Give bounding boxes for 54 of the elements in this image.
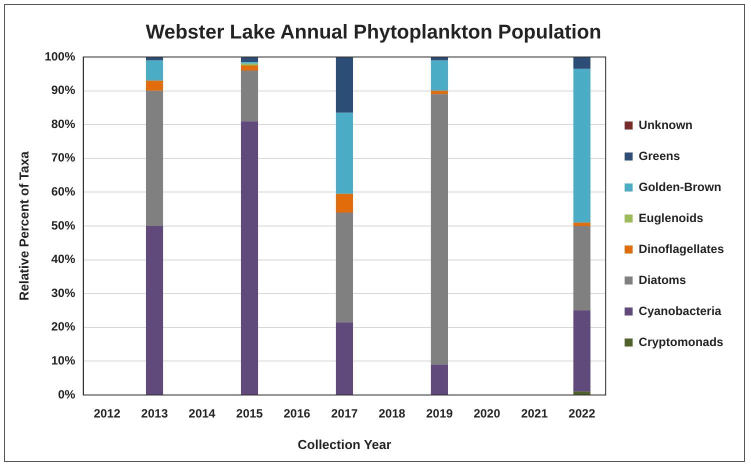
bar — [240, 70, 258, 122]
bar — [573, 68, 590, 223]
x-axis-title: Collection Year — [298, 436, 392, 452]
x-tick-label: 2015 — [236, 406, 264, 421]
y-tick-label: 80% — [51, 116, 76, 131]
y-tick-label: 0% — [58, 387, 76, 402]
bar — [146, 60, 164, 81]
x-tick-label: 2020 — [474, 406, 501, 421]
y-tick-label: 90% — [51, 83, 76, 98]
y-tick-label: 40% — [51, 252, 76, 266]
y-axis-title: Relative Percent of Taxa — [16, 150, 32, 301]
y-tick-label: 30% — [51, 286, 76, 300]
bar — [336, 212, 354, 322]
bar — [336, 322, 354, 394]
bar — [336, 112, 354, 194]
bar — [573, 392, 590, 394]
y-tick-label: 20% — [51, 320, 76, 334]
bar — [336, 194, 354, 212]
bar — [146, 80, 164, 91]
bar — [240, 121, 258, 394]
legend-label: Unknown — [638, 118, 693, 132]
chart-title: Webster Lake Annual Phytoplankton Population — [146, 22, 602, 44]
x-tick-label: 2016 — [284, 406, 311, 421]
x-tick-label: 2013 — [141, 406, 168, 421]
legend-label: Dinoflagellates — [638, 242, 724, 256]
legend-label: Euglenoids — [638, 210, 704, 225]
bar — [573, 226, 590, 310]
bar — [146, 90, 164, 226]
bar — [430, 364, 448, 394]
y-tick-label: 70% — [51, 150, 76, 165]
y-tick-label: 60% — [51, 184, 76, 199]
legend-label: Cyanobacteria — [638, 304, 722, 318]
x-tick-label: 2022 — [568, 406, 596, 421]
bar — [573, 57, 590, 69]
bar — [146, 226, 164, 394]
x-tick-label: 2017 — [331, 406, 358, 421]
y-tick-label: 100% — [44, 49, 76, 64]
bar — [240, 65, 258, 71]
bar — [573, 222, 590, 226]
bar — [573, 310, 590, 392]
x-tick-label: 2021 — [521, 406, 548, 421]
y-tick-label: 10% — [51, 354, 76, 368]
bar — [430, 94, 448, 365]
bar — [336, 57, 354, 113]
y-tick-label: 50% — [51, 218, 76, 232]
legend-label: Diatoms — [638, 272, 686, 287]
legend-label: Greens — [638, 148, 680, 163]
x-tick-label: 2012 — [94, 406, 121, 421]
x-tick-label: 2018 — [378, 406, 406, 421]
legend-label: Cryptomonads — [638, 334, 724, 349]
legend-label: Golden-Brown — [638, 180, 722, 194]
x-tick-label: 2019 — [426, 406, 454, 421]
bar — [430, 60, 448, 91]
x-tick-label: 2014 — [188, 406, 216, 421]
